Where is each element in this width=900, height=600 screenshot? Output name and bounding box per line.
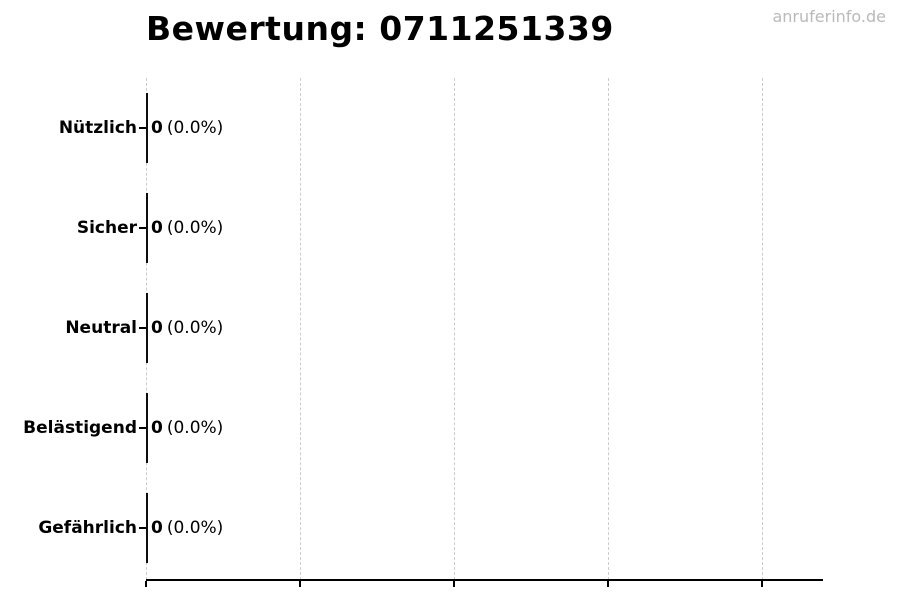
chart-row-belaestigend: Belästigend 0 (0.0%)	[0, 378, 900, 478]
x-tick-mark	[761, 581, 763, 587]
zero-value-bar	[146, 193, 148, 263]
value-percent: (0.0%)	[166, 418, 224, 438]
value-percent: (0.0%)	[166, 118, 224, 138]
value-percent: (0.0%)	[166, 218, 224, 238]
value-count: 0	[151, 218, 163, 238]
watermark-text: anruferinfo.de	[772, 7, 886, 26]
value-annotation: 0 (0.0%)	[151, 518, 223, 538]
y-tick-mark	[139, 527, 146, 529]
value-annotation: 0 (0.0%)	[151, 318, 223, 338]
chart-row-neutral: Neutral 0 (0.0%)	[0, 278, 900, 378]
zero-value-bar	[146, 293, 148, 363]
value-count: 0	[151, 418, 163, 438]
category-label: Sicher	[76, 218, 137, 238]
y-tick-mark	[139, 127, 146, 129]
gridline	[300, 78, 301, 580]
x-axis-line	[146, 579, 823, 581]
chart-title: Bewertung: 0711251339	[146, 9, 614, 48]
value-annotation: 0 (0.0%)	[151, 218, 223, 238]
category-label: Nützlich	[58, 118, 137, 138]
category-label: Belästigend	[23, 418, 137, 438]
chart-row-gefaehrlich: Gefährlich 0 (0.0%)	[0, 478, 900, 578]
category-label: Gefährlich	[38, 518, 137, 538]
y-tick-mark	[139, 327, 146, 329]
value-percent: (0.0%)	[166, 518, 224, 538]
gridline	[454, 78, 455, 580]
value-percent: (0.0%)	[166, 318, 224, 338]
chart-row-nuetzlich: Nützlich 0 (0.0%)	[0, 78, 900, 178]
zero-value-bar	[146, 93, 148, 163]
y-tick-mark	[139, 227, 146, 229]
category-label: Neutral	[65, 318, 137, 338]
chart-row-sicher: Sicher 0 (0.0%)	[0, 178, 900, 278]
value-annotation: 0 (0.0%)	[151, 418, 223, 438]
value-count: 0	[151, 118, 163, 138]
value-count: 0	[151, 318, 163, 338]
zero-value-bar	[146, 393, 148, 463]
zero-value-bar	[146, 493, 148, 563]
x-tick-mark	[453, 581, 455, 587]
x-tick-mark	[299, 581, 301, 587]
value-count: 0	[151, 518, 163, 538]
x-tick-mark	[607, 581, 609, 587]
gridline	[608, 78, 609, 580]
x-tick-mark	[145, 581, 147, 587]
y-tick-mark	[139, 427, 146, 429]
value-annotation: 0 (0.0%)	[151, 118, 223, 138]
gridline	[762, 78, 763, 580]
